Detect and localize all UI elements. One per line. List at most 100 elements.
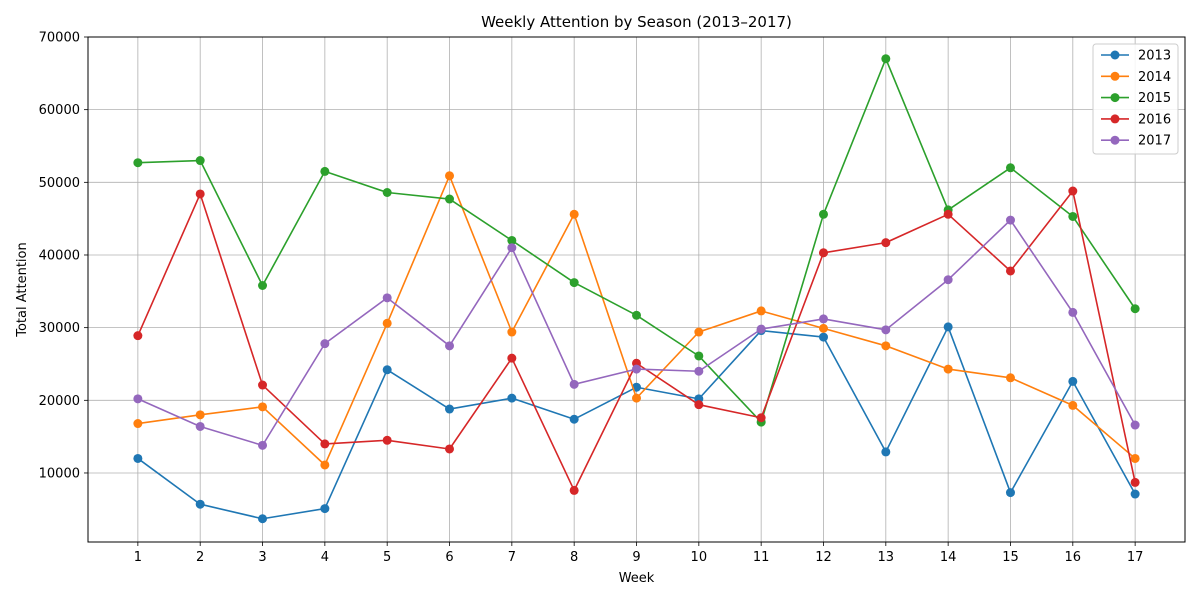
data-point-2016 bbox=[818, 248, 828, 258]
data-point-2014 bbox=[1005, 373, 1015, 383]
x-tick-label: 17 bbox=[1127, 550, 1144, 565]
x-tick-label: 4 bbox=[321, 550, 329, 565]
series-2016 bbox=[133, 186, 1140, 495]
x-tick-label: 2 bbox=[196, 550, 204, 565]
data-point-2015 bbox=[818, 209, 828, 219]
legend-label: 2015 bbox=[1138, 91, 1171, 106]
data-point-2015 bbox=[382, 187, 392, 197]
data-point-2013 bbox=[258, 514, 268, 524]
data-point-2016 bbox=[881, 238, 891, 248]
data-point-2017 bbox=[133, 394, 143, 404]
series-2014 bbox=[133, 171, 1140, 470]
data-point-2014 bbox=[320, 460, 330, 470]
legend-marker bbox=[1110, 114, 1120, 124]
legend: 2013 2014 2015 2016 2017 bbox=[1092, 43, 1179, 155]
series-layer bbox=[133, 54, 1140, 524]
data-point-2016 bbox=[1005, 266, 1015, 276]
data-point-2016 bbox=[445, 444, 455, 454]
data-point-2015 bbox=[1130, 304, 1140, 314]
data-point-2013 bbox=[507, 393, 517, 403]
data-point-2017 bbox=[258, 440, 268, 450]
data-point-2015 bbox=[133, 158, 143, 168]
data-point-2015 bbox=[320, 166, 330, 176]
grid-lines bbox=[88, 36, 1185, 542]
data-point-2017 bbox=[756, 324, 766, 334]
y-axis-label: Total Attention bbox=[15, 242, 30, 338]
x-tick-label: 12 bbox=[815, 550, 832, 565]
data-point-2014 bbox=[507, 327, 517, 337]
data-point-2013 bbox=[881, 447, 891, 457]
x-tick-label: 11 bbox=[753, 550, 770, 565]
legend-label: 2017 bbox=[1138, 134, 1171, 149]
y-tick-label: 10000 bbox=[39, 466, 80, 481]
data-point-2015 bbox=[195, 156, 205, 166]
legend-item-2013: 2013 bbox=[1101, 49, 1171, 64]
data-point-2014 bbox=[1130, 453, 1140, 463]
x-tick-label: 15 bbox=[1002, 550, 1019, 565]
data-point-2013 bbox=[382, 365, 392, 375]
data-point-2016 bbox=[756, 413, 766, 423]
legend-item-2015: 2015 bbox=[1101, 91, 1171, 106]
data-point-2013 bbox=[569, 414, 579, 424]
data-point-2015 bbox=[1005, 163, 1015, 173]
data-point-2013 bbox=[445, 404, 455, 414]
data-point-2016 bbox=[258, 380, 268, 390]
data-point-2017 bbox=[320, 339, 330, 349]
data-point-2014 bbox=[382, 318, 392, 328]
x-axis-label: Week bbox=[619, 571, 655, 586]
data-point-2014 bbox=[445, 171, 455, 181]
x-tick-label: 16 bbox=[1065, 550, 1082, 565]
data-point-2013 bbox=[818, 332, 828, 342]
x-tick-label: 5 bbox=[383, 550, 391, 565]
data-point-2017 bbox=[445, 341, 455, 351]
data-point-2015 bbox=[258, 281, 268, 291]
data-point-2015 bbox=[445, 194, 455, 204]
y-tick-label: 50000 bbox=[39, 176, 80, 191]
data-point-2014 bbox=[1068, 400, 1078, 410]
data-point-2013 bbox=[1068, 376, 1078, 386]
data-point-2015 bbox=[569, 278, 579, 288]
data-point-2016 bbox=[507, 353, 517, 363]
data-point-2016 bbox=[569, 485, 579, 495]
legend-label: 2013 bbox=[1138, 49, 1171, 64]
data-point-2017 bbox=[1130, 420, 1140, 430]
data-point-2017 bbox=[632, 364, 641, 374]
data-point-2017 bbox=[382, 293, 392, 303]
series-2013 bbox=[133, 322, 1140, 524]
legend-marker bbox=[1110, 135, 1120, 145]
data-point-2014 bbox=[258, 402, 268, 412]
legend-label: 2016 bbox=[1138, 112, 1171, 127]
legend-item-2016: 2016 bbox=[1101, 112, 1171, 127]
data-point-2016 bbox=[382, 435, 392, 445]
data-point-2017 bbox=[1005, 215, 1015, 225]
data-point-2014 bbox=[881, 341, 891, 351]
y-tick-label: 40000 bbox=[39, 248, 80, 263]
data-point-2017 bbox=[569, 379, 579, 389]
data-point-2017 bbox=[818, 314, 828, 324]
data-point-2015 bbox=[632, 310, 641, 320]
x-tick-label: 6 bbox=[445, 550, 453, 565]
data-point-2016 bbox=[694, 400, 704, 410]
data-point-2014 bbox=[632, 393, 641, 403]
x-tick-label: 10 bbox=[691, 550, 708, 565]
x-tick-label: 14 bbox=[940, 550, 957, 565]
data-point-2014 bbox=[195, 410, 205, 420]
data-point-2017 bbox=[943, 275, 953, 285]
legend-item-2017: 2017 bbox=[1101, 134, 1171, 149]
legend-marker bbox=[1110, 93, 1120, 103]
data-point-2014 bbox=[133, 419, 143, 429]
data-point-2015 bbox=[694, 351, 704, 361]
y-tick-label: 70000 bbox=[39, 31, 80, 46]
legend-box bbox=[1092, 43, 1179, 155]
data-point-2016 bbox=[133, 331, 143, 341]
y-tick-label: 60000 bbox=[39, 103, 80, 118]
data-point-2015 bbox=[507, 235, 517, 245]
x-tick-label: 7 bbox=[508, 550, 516, 565]
axis-ticks: 1 2 3 4 5 6 7 8 9 10 11 12 13 14 15 16 17100002000030000… bbox=[39, 31, 1144, 566]
data-point-2014 bbox=[943, 364, 953, 374]
data-point-2016 bbox=[195, 189, 205, 199]
legend-item-2014: 2014 bbox=[1101, 70, 1171, 85]
data-point-2017 bbox=[507, 243, 517, 253]
